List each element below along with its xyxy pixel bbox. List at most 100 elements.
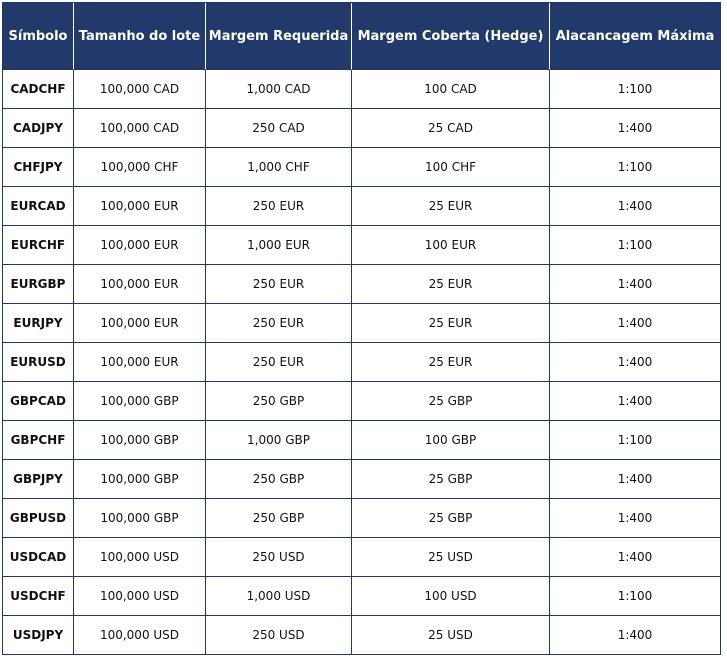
- table-row: EURUSD 100,000 EUR 250 EUR 25 EUR 1:400: [3, 342, 720, 381]
- cell-symbol: GBPUSD: [3, 498, 73, 537]
- cell-hedge-margin: 25 USD: [351, 615, 549, 654]
- table-row: CADJPY 100,000 CAD 250 CAD 25 CAD 1:400: [3, 108, 720, 147]
- cell-max-leverage: 1:100: [549, 147, 720, 186]
- cell-required-margin: 1,000 EUR: [205, 225, 351, 264]
- cell-hedge-margin: 25 USD: [351, 537, 549, 576]
- cell-symbol: USDCHF: [3, 576, 73, 615]
- table-row: EURGBP 100,000 EUR 250 EUR 25 EUR 1:400: [3, 264, 720, 303]
- cell-symbol: USDCAD: [3, 537, 73, 576]
- cell-max-leverage: 1:100: [549, 420, 720, 459]
- cell-lot-size: 100,000 USD: [73, 576, 205, 615]
- column-header-max-leverage: Alacancagem Máxima: [549, 3, 720, 70]
- cell-hedge-margin: 100 CAD: [351, 70, 549, 108]
- cell-lot-size: 100,000 EUR: [73, 303, 205, 342]
- cell-symbol: EURJPY: [3, 303, 73, 342]
- cell-symbol: USDJPY: [3, 615, 73, 654]
- table-row: CHFJPY 100,000 CHF 1,000 CHF 100 CHF 1:100: [3, 147, 720, 186]
- cell-lot-size: 100,000 GBP: [73, 381, 205, 420]
- cell-required-margin: 1,000 GBP: [205, 420, 351, 459]
- cell-hedge-margin: 25 GBP: [351, 498, 549, 537]
- table-header: Símbolo Tamanho do lote Margem Requerida…: [3, 3, 720, 70]
- cell-hedge-margin: 25 EUR: [351, 186, 549, 225]
- cell-symbol: CADCHF: [10, 82, 66, 96]
- cell-required-margin: 250 GBP: [205, 381, 351, 420]
- cell-required-margin: 250 CAD: [205, 108, 351, 147]
- cell-symbol: EURCAD: [3, 186, 73, 225]
- cell-hedge-margin: 25 EUR: [351, 342, 549, 381]
- cell-hedge-margin: 25 EUR: [351, 264, 549, 303]
- table-row: USDCHF 100,000 USD 1,000 USD 100 USD 1:100: [3, 576, 720, 615]
- cell-required-margin: 250 EUR: [205, 342, 351, 381]
- cell-symbol: GBPCAD: [3, 381, 73, 420]
- table-row: EURCHF 100,000 EUR 1,000 EUR 100 EUR 1:100: [3, 225, 720, 264]
- table-row: EURCAD 100,000 EUR 250 EUR 25 EUR 1:400: [3, 186, 720, 225]
- cell-hedge-margin: 100 EUR: [351, 225, 549, 264]
- table-row: CADCHF 100,000 CAD 1,000 CAD 100 CAD 1:100: [3, 70, 720, 108]
- cell-hedge-margin: 100 GBP: [351, 420, 549, 459]
- table-row: GBPCHF 100,000 GBP 1,000 GBP 100 GBP 1:100: [3, 420, 720, 459]
- cell-max-leverage: 1:400: [549, 381, 720, 420]
- cell-lot-size: 100,000 GBP: [73, 459, 205, 498]
- cell-max-leverage: 1:400: [549, 186, 720, 225]
- cell-hedge-margin: 25 GBP: [351, 381, 549, 420]
- cell-required-margin: 250 USD: [205, 537, 351, 576]
- cell-max-leverage: 1:400: [549, 108, 720, 147]
- cell-required-margin: 250 EUR: [205, 186, 351, 225]
- table-row: EURJPY 100,000 EUR 250 EUR 25 EUR 1:400: [3, 303, 720, 342]
- cell-required-margin: 250 GBP: [205, 498, 351, 537]
- cell-symbol: EURUSD: [3, 342, 73, 381]
- cell-lot-size: 100,000 EUR: [73, 342, 205, 381]
- column-header-required-margin: Margem Requerida: [205, 3, 351, 70]
- cell-lot-size: 100,000 EUR: [73, 264, 205, 303]
- cell-max-leverage: 1:400: [549, 537, 720, 576]
- cell-max-leverage: 1:100: [549, 70, 720, 108]
- cell-symbol: GBPCHF: [3, 420, 73, 459]
- cell-max-leverage: 1:100: [549, 225, 720, 264]
- margin-table: Símbolo Tamanho do lote Margem Requerida…: [2, 2, 721, 655]
- cell-required-margin: 250 USD: [205, 615, 351, 654]
- cell-hedge-margin: 100 USD: [351, 576, 549, 615]
- cell-max-leverage: 1:400: [549, 303, 720, 342]
- column-header-symbol: Símbolo: [3, 3, 73, 70]
- cell-lot-size: 100,000 CAD: [73, 70, 205, 108]
- cell-required-margin: 1,000 CHF: [205, 147, 351, 186]
- column-header-hedge-margin: Margem Coberta (Hedge): [351, 3, 549, 70]
- cell-symbol: GBPJPY: [3, 459, 73, 498]
- cell-lot-size: 100,000 CHF: [73, 147, 205, 186]
- cell-lot-size: 100,000 GBP: [73, 420, 205, 459]
- cell-max-leverage: 1:400: [549, 615, 720, 654]
- cell-symbol: CADJPY: [3, 108, 73, 147]
- cell-hedge-margin: 25 GBP: [351, 459, 549, 498]
- table-row: GBPJPY 100,000 GBP 250 GBP 25 GBP 1:400: [3, 459, 720, 498]
- cell-required-margin: 250 EUR: [205, 264, 351, 303]
- cell-lot-size: 100,000 CAD: [73, 108, 205, 147]
- cell-max-leverage: 1:400: [549, 342, 720, 381]
- table-row: GBPCAD 100,000 GBP 250 GBP 25 GBP 1:400: [3, 381, 720, 420]
- table-row: USDJPY 100,000 USD 250 USD 25 USD 1:400: [3, 615, 720, 654]
- cell-max-leverage: 1:400: [549, 264, 720, 303]
- table-row: USDCAD 100,000 USD 250 USD 25 USD 1:400: [3, 537, 720, 576]
- table-body: CADCHF 100,000 CAD 1,000 CAD 100 CAD 1:100 CA…: [3, 70, 720, 654]
- cell-max-leverage: 1:400: [549, 498, 720, 537]
- cell-hedge-margin: 25 EUR: [351, 303, 549, 342]
- cell-required-margin: 250 GBP: [205, 459, 351, 498]
- cell-lot-size: 100,000 USD: [73, 615, 205, 654]
- table-row: GBPUSD 100,000 GBP 250 GBP 25 GBP 1:400: [3, 498, 720, 537]
- cell-lot-size: 100,000 GBP: [73, 498, 205, 537]
- cell-required-margin: 1,000 CAD: [205, 70, 351, 108]
- cell-hedge-margin: 100 CHF: [351, 147, 549, 186]
- cell-symbol: CHFJPY: [3, 147, 73, 186]
- cell-max-leverage: 1:100: [549, 576, 720, 615]
- cell-required-margin: 250 EUR: [205, 303, 351, 342]
- cell-symbol: EURCHF: [3, 225, 73, 264]
- cell-required-margin: 1,000 USD: [205, 576, 351, 615]
- cell-lot-size: 100,000 EUR: [73, 186, 205, 225]
- column-header-lot-size: Tamanho do lote: [73, 3, 205, 70]
- margin-table-container: Símbolo Tamanho do lote Margem Requerida…: [2, 2, 721, 655]
- header-row: Símbolo Tamanho do lote Margem Requerida…: [3, 3, 720, 70]
- cell-max-leverage: 1:400: [549, 459, 720, 498]
- cell-lot-size: 100,000 EUR: [73, 225, 205, 264]
- cell-hedge-margin: 25 CAD: [351, 108, 549, 147]
- cell-lot-size: 100,000 USD: [73, 537, 205, 576]
- cell-symbol: EURGBP: [3, 264, 73, 303]
